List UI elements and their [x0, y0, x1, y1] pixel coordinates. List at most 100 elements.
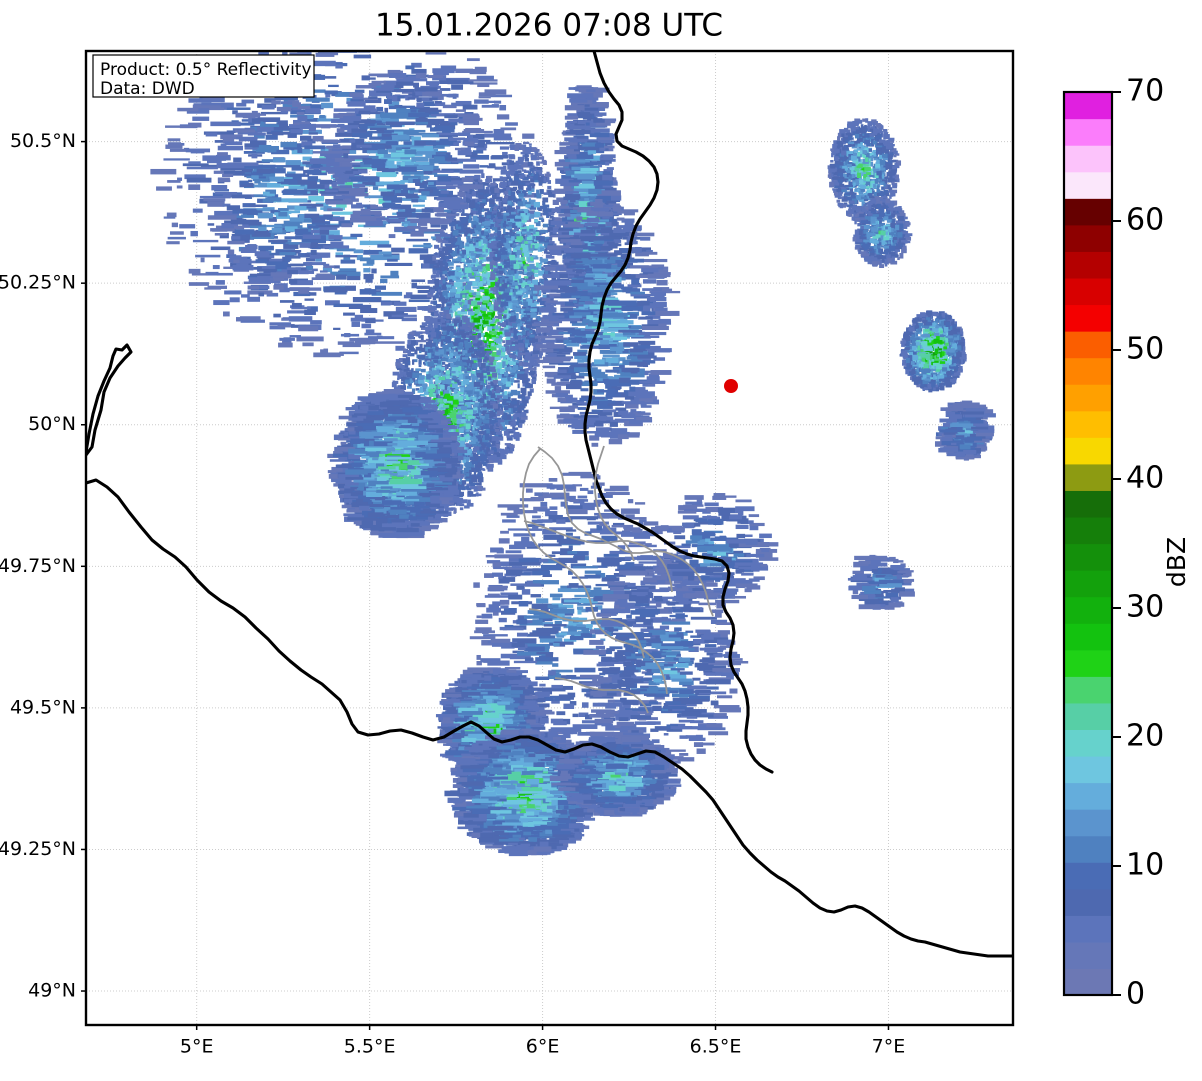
- radar-echo-pixel: [453, 322, 458, 327]
- radar-echo-pixel: [497, 460, 503, 465]
- radar-echo-pixel: [497, 419, 505, 423]
- radar-echo-pixel: [333, 327, 341, 330]
- radar-echo-pixel: [504, 329, 510, 335]
- radar-echo-pixel: [220, 166, 248, 171]
- radar-echo-pixel: [522, 378, 529, 384]
- radar-echo-pixel: [467, 264, 474, 268]
- radar-echo-pixel: [486, 278, 493, 283]
- radar-echo-pixel: [512, 292, 516, 297]
- radar-echo-pixel: [456, 248, 460, 254]
- radar-echo-pixel: [298, 129, 322, 134]
- radar-echo-pixel: [393, 301, 407, 306]
- radar-echo-pixel: [530, 367, 536, 371]
- radar-echo-pixel: [459, 507, 464, 511]
- radar-echo-pixel: [450, 370, 456, 374]
- radar-echo-pixel: [517, 383, 520, 389]
- radar-echo-pixel: [522, 353, 527, 359]
- radar-echo-pixel: [507, 302, 514, 305]
- radar-echo-pixel: [466, 214, 470, 219]
- radar-echo-pixel: [506, 272, 510, 278]
- radar-echo-pixel: [472, 300, 478, 306]
- radar-echo-pixel: [188, 184, 201, 190]
- radar-echo-pixel: [445, 375, 450, 380]
- radar-echo-pixel: [347, 274, 361, 281]
- radar-echo-pixel: [495, 325, 499, 329]
- radar-echo-pixel: [479, 468, 485, 471]
- radar-echo-pixel: [443, 281, 448, 287]
- radar-echo-pixel: [489, 316, 494, 321]
- radar-echo-pixel: [354, 89, 365, 94]
- radar-echo-pixel: [477, 476, 484, 483]
- radar-echo-pixel: [259, 124, 280, 130]
- radar-echo-pixel: [516, 417, 520, 423]
- radar-echo-pixel: [430, 347, 436, 352]
- radar-echo-pixel: [476, 428, 480, 433]
- radar-echo-pixel: [354, 314, 364, 320]
- radar-echo-pixel: [465, 243, 470, 247]
- radar-echo-pixel: [509, 209, 514, 213]
- radar-echo-pixel: [478, 208, 483, 212]
- radar-echo-pixel: [475, 292, 481, 295]
- radar-echo-pixel: [516, 366, 524, 371]
- radar-echo-pixel: [436, 303, 442, 308]
- radar-echo-pixel: [486, 408, 489, 412]
- radar-echo-pixel: [430, 275, 435, 279]
- radar-echo-pixel: [462, 299, 465, 304]
- radar-echo-pixel: [433, 253, 441, 258]
- radar-echo-pixel: [201, 102, 222, 106]
- radar-echo-pixel: [444, 262, 449, 267]
- radar-echo-pixel: [466, 213, 472, 217]
- radar-echo-pixel: [465, 423, 471, 430]
- radar-echo-pixel: [499, 201, 504, 208]
- radar-echo-pixel: [444, 309, 450, 315]
- radar-echo-pixel: [239, 182, 254, 188]
- radar-echo-pixel: [433, 300, 438, 306]
- radar-echo-pixel: [445, 237, 449, 241]
- radar-echo-pixel: [471, 281, 478, 286]
- radar-echo-pixel: [448, 220, 466, 225]
- radar-echo-pixel: [441, 255, 445, 260]
- radar-echo-pixel: [424, 306, 430, 311]
- radar-echo-pixel: [445, 306, 456, 309]
- radar-echo-pixel: [433, 338, 438, 344]
- radar-echo-pixel: [470, 444, 474, 448]
- radar-echo-pixel: [503, 386, 510, 390]
- radar-echo-pixel: [419, 343, 423, 349]
- radar-echo-pixel: [446, 284, 453, 288]
- radar-echo-pixel: [437, 286, 442, 290]
- radar-echo-pixel: [356, 254, 363, 261]
- radar-echo-pixel: [483, 350, 487, 354]
- radar-echo-pixel: [466, 295, 470, 300]
- radar-echo-pixel: [371, 268, 377, 274]
- radar-echo-pixel: [447, 292, 455, 297]
- radar-echo-pixel: [188, 122, 202, 128]
- radar-echo-pixel: [430, 356, 435, 363]
- radar-echo-pixel: [518, 394, 525, 399]
- radar-echo-pixel: [417, 355, 424, 360]
- radar-echo-pixel: [466, 259, 472, 263]
- radar-echo-pixel: [482, 447, 485, 451]
- radar-echo-pixel: [493, 298, 499, 301]
- radar-echo-pixel: [205, 271, 219, 276]
- radar-echo-pixel: [331, 124, 343, 128]
- radar-echo-pixel: [491, 351, 499, 358]
- radar-echo-pixel: [430, 335, 434, 340]
- radar-echo-pixel: [441, 388, 446, 394]
- radar-echo-pixel: [451, 305, 458, 311]
- radar-echo-pixel: [495, 457, 503, 463]
- radar-echo-pixel: [475, 416, 479, 420]
- radar-echo-pixel: [500, 318, 506, 322]
- radar-echo-pixel: [520, 387, 527, 393]
- radar-echo-pixel: [275, 249, 296, 255]
- radar-echo-pixel: [455, 379, 460, 383]
- radar-echo-pixel: [432, 270, 437, 274]
- radar-echo-pixel: [473, 317, 480, 323]
- radar-echo-pixel: [475, 179, 478, 185]
- radar-echo-pixel: [497, 373, 504, 379]
- radar-echo-pixel: [491, 226, 499, 231]
- radar-echo-pixel: [530, 351, 534, 356]
- radar-echo-pixel: [443, 265, 447, 269]
- radar-echo-pixel: [481, 375, 487, 379]
- radar-echo-pixel: [509, 343, 515, 347]
- radar-echo-pixel: [515, 330, 519, 336]
